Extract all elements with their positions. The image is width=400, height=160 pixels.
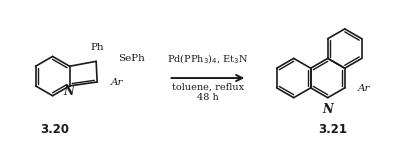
Text: 3.20: 3.20: [40, 123, 69, 136]
Text: Ar: Ar: [358, 84, 370, 93]
Text: Pd(PPh$_3$)$_4$, Et$_3$N: Pd(PPh$_3$)$_4$, Et$_3$N: [167, 53, 248, 66]
Text: 48 h: 48 h: [197, 93, 219, 102]
Text: SePh: SePh: [118, 54, 145, 63]
Text: N: N: [63, 85, 74, 98]
Text: 3.21: 3.21: [318, 123, 347, 136]
Text: Ph: Ph: [90, 44, 104, 52]
Text: Ar: Ar: [111, 78, 123, 88]
Text: N: N: [322, 103, 333, 116]
Text: toluene, reflux: toluene, reflux: [172, 83, 244, 92]
